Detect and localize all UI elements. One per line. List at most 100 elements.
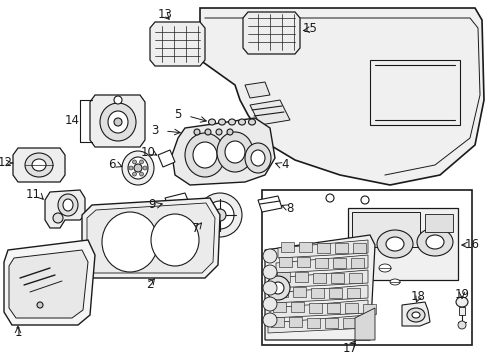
Ellipse shape <box>205 201 234 229</box>
Text: 17: 17 <box>342 342 357 355</box>
Text: 15: 15 <box>302 22 317 35</box>
Bar <box>310 288 324 298</box>
Polygon shape <box>13 148 65 182</box>
Bar <box>312 273 325 283</box>
Bar <box>290 302 304 312</box>
Polygon shape <box>9 250 88 318</box>
Ellipse shape <box>238 119 245 125</box>
Bar <box>276 272 289 282</box>
Ellipse shape <box>134 164 142 172</box>
Ellipse shape <box>325 194 333 202</box>
Ellipse shape <box>32 159 46 171</box>
Polygon shape <box>45 190 85 228</box>
Bar <box>328 288 341 298</box>
Polygon shape <box>354 308 374 340</box>
Ellipse shape <box>139 160 143 164</box>
Bar <box>298 242 311 252</box>
Bar <box>362 303 375 314</box>
Ellipse shape <box>53 213 63 223</box>
Ellipse shape <box>271 282 284 294</box>
Polygon shape <box>278 240 367 258</box>
Text: 19: 19 <box>453 288 468 301</box>
Polygon shape <box>200 8 483 185</box>
Ellipse shape <box>228 119 235 125</box>
Text: 9: 9 <box>148 198 156 211</box>
Text: 10: 10 <box>140 145 155 158</box>
Bar <box>274 287 287 297</box>
Ellipse shape <box>378 264 390 272</box>
Ellipse shape <box>129 166 133 170</box>
Ellipse shape <box>151 214 199 266</box>
Text: 11: 11 <box>25 189 41 202</box>
Ellipse shape <box>457 321 465 329</box>
Ellipse shape <box>214 209 225 221</box>
Ellipse shape <box>263 249 276 263</box>
Text: 16: 16 <box>464 238 479 252</box>
Ellipse shape <box>224 141 244 163</box>
Polygon shape <box>243 12 299 54</box>
Bar <box>458 307 464 315</box>
Ellipse shape <box>194 129 200 135</box>
Ellipse shape <box>184 133 224 177</box>
Ellipse shape <box>411 312 419 318</box>
Bar <box>348 273 361 283</box>
Text: 8: 8 <box>286 202 293 215</box>
Ellipse shape <box>425 235 443 249</box>
Ellipse shape <box>265 276 289 300</box>
Text: 2: 2 <box>146 279 153 292</box>
Bar <box>279 257 291 267</box>
Polygon shape <box>275 255 367 273</box>
Text: 14: 14 <box>64 114 80 127</box>
Ellipse shape <box>263 281 276 295</box>
Bar <box>424 214 452 232</box>
Polygon shape <box>82 198 220 278</box>
Ellipse shape <box>226 129 232 135</box>
Text: 13: 13 <box>157 9 172 22</box>
Polygon shape <box>172 118 274 185</box>
Ellipse shape <box>100 103 136 141</box>
Bar <box>346 288 359 298</box>
Ellipse shape <box>128 157 148 179</box>
Bar <box>296 257 309 267</box>
Ellipse shape <box>455 297 467 307</box>
Polygon shape <box>258 196 282 212</box>
Bar <box>270 317 284 327</box>
Ellipse shape <box>216 129 222 135</box>
Bar <box>316 243 329 253</box>
Bar <box>272 302 285 312</box>
Ellipse shape <box>37 302 43 308</box>
Bar <box>294 272 307 282</box>
Ellipse shape <box>204 129 210 135</box>
Polygon shape <box>158 150 175 167</box>
Ellipse shape <box>208 119 215 125</box>
Bar <box>308 303 321 312</box>
Bar <box>314 258 327 267</box>
Ellipse shape <box>416 228 452 256</box>
Ellipse shape <box>122 151 154 185</box>
Ellipse shape <box>114 118 122 126</box>
Polygon shape <box>264 235 374 340</box>
Bar <box>360 319 373 328</box>
Ellipse shape <box>114 96 122 104</box>
Polygon shape <box>273 270 367 288</box>
Text: 5: 5 <box>174 108 182 122</box>
Text: 18: 18 <box>410 289 425 302</box>
Text: 6: 6 <box>108 158 116 171</box>
Ellipse shape <box>244 143 270 173</box>
Bar <box>306 318 319 328</box>
Text: 12: 12 <box>0 157 13 170</box>
Bar <box>350 258 363 268</box>
Bar <box>288 317 302 327</box>
Ellipse shape <box>132 160 136 164</box>
Ellipse shape <box>198 193 242 237</box>
Polygon shape <box>87 203 215 273</box>
Ellipse shape <box>142 166 147 170</box>
Text: 3: 3 <box>151 123 159 136</box>
Polygon shape <box>244 82 269 98</box>
Ellipse shape <box>376 230 412 258</box>
Bar <box>330 273 343 283</box>
Polygon shape <box>267 315 367 333</box>
Bar <box>352 243 365 253</box>
Bar <box>342 318 355 328</box>
Bar <box>262 190 471 345</box>
